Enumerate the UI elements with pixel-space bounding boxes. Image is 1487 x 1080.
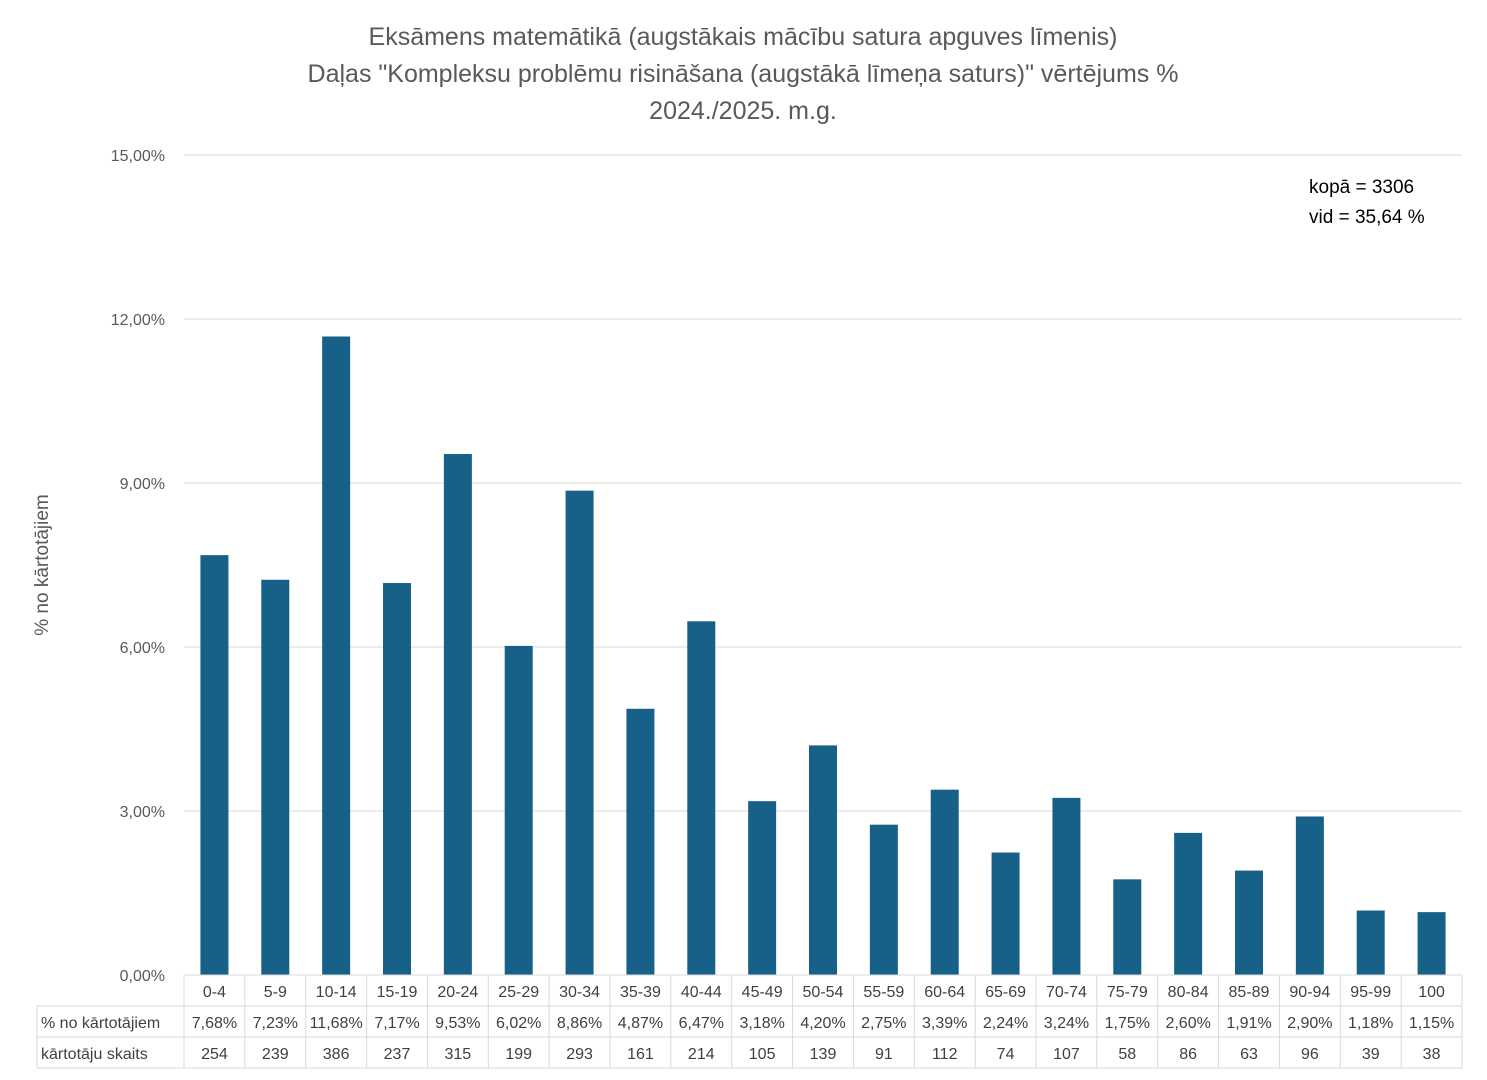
x-tick-label: 65-69 [985,984,1026,1001]
table-cell-percent: 2,75% [861,1015,906,1032]
table-cell-count: 214 [688,1046,715,1063]
y-tick-label: 3,00% [120,804,165,821]
table-cell-count: 74 [997,1046,1015,1063]
table-cell-percent: 1,91% [1226,1015,1271,1032]
bar-65-69 [991,852,1020,975]
table-cell-count: 199 [505,1046,532,1063]
bar-95-99 [1356,910,1385,975]
table-cell-percent: 2,90% [1287,1015,1332,1032]
table-cell-percent: 3,39% [922,1015,967,1032]
table-cell-count: 91 [875,1046,893,1063]
bar-10-14 [322,336,351,975]
table-cell-percent: 7,23% [253,1015,298,1032]
table-cell-percent: 3,18% [739,1015,784,1032]
table-cell-count: 237 [384,1046,411,1063]
table-cell-count: 315 [445,1046,472,1063]
y-tick-label: 12,00% [111,312,165,329]
table-cell-count: 386 [323,1046,350,1063]
bar-70-74 [1052,797,1081,975]
table-cell-percent: 1,15% [1409,1015,1454,1032]
table-cell-percent: 7,17% [374,1015,419,1032]
bar-30-34 [565,490,594,975]
table-cell-count: 139 [810,1046,837,1063]
x-tick-label: 5-9 [264,984,287,1001]
x-tick-label: 25-29 [498,984,539,1001]
bar-35-39 [626,708,655,975]
bar-100 [1417,912,1446,975]
annotation-total: kopā = 3306 [1309,177,1414,198]
x-tick-label: 10-14 [316,984,357,1001]
table-cell-percent: 11,68% [310,1015,363,1032]
chart-title-line-3: 2024./2025. m.g. [649,97,837,125]
bar-85-89 [1235,870,1263,975]
table-cell-count: 293 [566,1046,593,1063]
x-tick-label: 35-39 [620,984,661,1001]
x-tick-label: 0-4 [203,984,226,1001]
y-axis-label: % no kārtotājiem [32,494,53,636]
bar-55-59 [869,824,898,975]
table-cell-count: 112 [932,1046,958,1063]
table-cell-percent: 2,60% [1165,1015,1210,1032]
chart-title-line-2: Daļas "Kompleksu problēmu risināšana (au… [308,60,1179,88]
table-cell-percent: 6,02% [496,1015,541,1032]
table-cell-count: 38 [1423,1046,1441,1063]
bar-45-49 [748,801,777,975]
x-tick-label: 100 [1418,984,1445,1001]
x-tick-label: 55-59 [863,984,904,1001]
table-cell-count: 39 [1362,1046,1380,1063]
x-tick-label: 60-64 [924,984,965,1001]
x-tick-label: 15-19 [377,984,418,1001]
table-cell-count: 63 [1240,1046,1258,1063]
bar-60-64 [930,789,959,975]
annotation-mean: vid = 35,64 % [1309,207,1425,228]
bar-15-19 [383,583,411,975]
table-row-label-count: kārtotāju skaits [41,1046,148,1063]
bar-40-44 [687,621,716,975]
table-cell-percent: 8,86% [557,1015,602,1032]
x-tick-label: 95-99 [1350,984,1391,1001]
bar-20-24 [443,454,472,975]
x-tick-label: 45-49 [742,984,783,1001]
table-cell-count: 239 [262,1046,289,1063]
table-cell-percent: 9,53% [435,1015,480,1032]
x-tick-label: 90-94 [1289,984,1330,1001]
x-tick-label: 50-54 [803,984,844,1001]
y-tick-label: 0,00% [120,968,165,985]
x-tick-label: 70-74 [1046,984,1087,1001]
y-tick-label: 9,00% [120,476,165,493]
table-cell-percent: 2,24% [983,1015,1028,1032]
table-cell-count: 58 [1118,1046,1136,1063]
bar-90-94 [1295,816,1324,975]
x-tick-label: 85-89 [1229,984,1270,1001]
x-tick-label: 30-34 [559,984,600,1001]
table-cell-percent: 7,68% [192,1015,237,1032]
bar-80-84 [1174,832,1203,975]
table-cell-percent: 6,47% [679,1015,724,1032]
table-cell-percent: 1,18% [1348,1015,1393,1032]
table-cell-percent: 4,20% [800,1015,845,1032]
x-tick-label: 40-44 [681,984,722,1001]
table-cell-count: 86 [1179,1046,1197,1063]
y-tick-label: 15,00% [111,148,165,165]
x-tick-label: 75-79 [1107,984,1148,1001]
x-tick-label: 80-84 [1168,984,1209,1001]
bar-75-79 [1113,879,1142,975]
bar-50-54 [809,745,837,975]
table-cell-count: 96 [1301,1046,1319,1063]
bar-25-29 [504,645,533,975]
table-cell-count: 105 [749,1046,776,1063]
x-tick-label: 20-24 [437,984,478,1001]
bar-0-4 [200,555,229,975]
table-cell-percent: 3,24% [1044,1015,1089,1032]
table-row-label-percent: % no kārtotājiem [41,1015,160,1032]
bar-5-9 [261,579,290,975]
y-tick-label: 6,00% [120,640,165,657]
table-cell-count: 107 [1053,1046,1080,1063]
table-cell-percent: 1,75% [1105,1015,1150,1032]
table-cell-percent: 4,87% [618,1015,663,1032]
table-cell-count: 254 [201,1046,228,1063]
chart-title-line-1: Eksāmens matemātikā (augstākais mācību s… [369,23,1118,51]
table-cell-count: 161 [627,1046,654,1063]
